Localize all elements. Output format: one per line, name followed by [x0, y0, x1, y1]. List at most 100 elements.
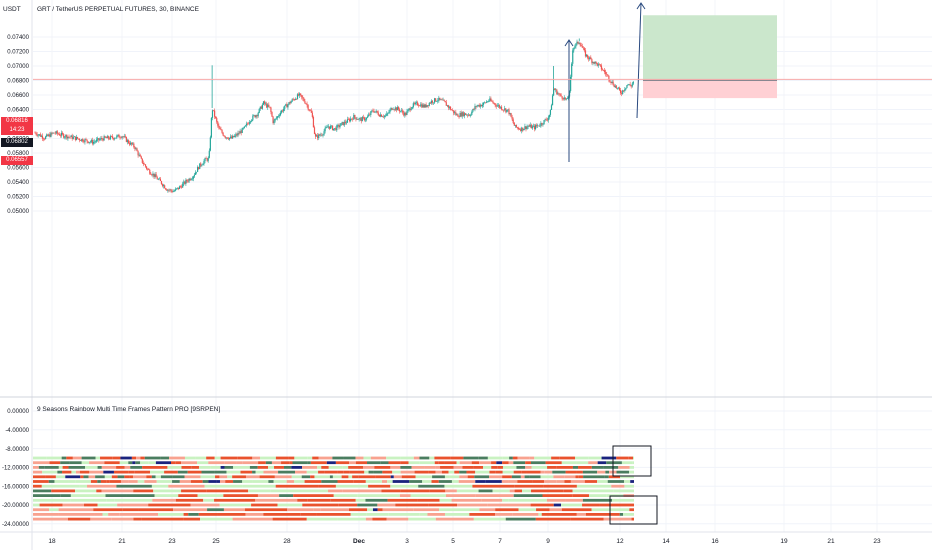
candle-body	[575, 43, 577, 47]
candle-body	[301, 95, 303, 98]
heatmap-cell	[84, 503, 98, 507]
heatmap-cell	[255, 470, 264, 474]
candle-body	[188, 178, 190, 182]
candle-body	[237, 132, 239, 136]
candle-body	[210, 117, 213, 138]
heatmap-cell	[438, 480, 452, 483]
candle-body	[567, 96, 570, 99]
heatmap-cell	[502, 475, 512, 479]
heatmap-cell	[393, 475, 402, 479]
heatmap-cell	[306, 517, 338, 521]
heatmap-cell	[576, 461, 589, 465]
heatmap-cell	[201, 470, 215, 474]
heatmap-cell	[119, 461, 129, 465]
heatmap-cell	[435, 466, 441, 469]
symbol-title[interactable]: GRT / TetherUS PERPETUAL FUTURES, 30, BI…	[37, 6, 200, 13]
heatmap-cell	[633, 456, 634, 460]
candle-body	[439, 97, 441, 100]
heatmap-cell	[216, 480, 220, 483]
highlight-box-lower[interactable]	[609, 495, 658, 525]
heatmap-cell	[513, 470, 522, 474]
candle-body	[526, 126, 528, 129]
candle-body	[198, 167, 200, 170]
candle-body	[135, 148, 137, 150]
price-tick-label: 0.05400	[7, 180, 29, 186]
candle-body	[208, 150, 210, 158]
time-tick-label: 16	[711, 538, 719, 545]
candle-body	[241, 128, 243, 133]
heatmap-cell	[80, 475, 84, 479]
heatmap-cell	[517, 456, 530, 460]
heatmap-cell	[321, 466, 329, 469]
candle-body	[555, 89, 557, 91]
candle-body	[51, 132, 53, 134]
candle-body	[149, 169, 151, 174]
candle-body	[337, 125, 339, 126]
time-tick-label: 28	[283, 538, 291, 545]
candle-body	[119, 137, 121, 139]
heatmap-cell	[89, 461, 105, 465]
heatmap-cell	[546, 498, 566, 502]
heatmap-cell	[485, 480, 502, 483]
time-tick-label: 14	[662, 538, 670, 545]
heatmap-cell	[556, 466, 573, 469]
candle-body	[554, 88, 556, 91]
candle-body	[327, 126, 329, 128]
heatmap-cell	[372, 508, 378, 512]
candle-body	[587, 54, 589, 58]
heatmap-cell	[495, 513, 513, 516]
candle-body	[318, 134, 320, 139]
heatmap-cell	[154, 494, 179, 497]
heatmap-cell	[611, 484, 625, 488]
candle-body	[274, 118, 276, 121]
candle-body	[530, 124, 532, 129]
candle-body	[411, 106, 413, 109]
candle-body	[154, 174, 156, 177]
candle-body	[387, 112, 389, 114]
candle-body	[108, 138, 110, 140]
heatmap-cell	[263, 470, 279, 474]
long-position-tool[interactable]	[643, 15, 777, 99]
candle-body	[353, 114, 355, 120]
heatmap-cell	[349, 470, 365, 474]
candle-body	[236, 134, 238, 136]
candle-body	[416, 102, 419, 106]
heatmap-cell	[620, 475, 634, 479]
heatmap-cell	[631, 517, 634, 521]
candle-body	[415, 102, 418, 103]
arrow-drawings[interactable]	[564, 2, 646, 162]
candle-body	[367, 116, 369, 118]
candle-body	[294, 98, 296, 100]
heatmap-cell	[348, 475, 353, 479]
candle-body	[42, 138, 45, 140]
heatmap-cell	[112, 456, 121, 460]
heatmap-cell	[268, 480, 274, 483]
candle-body	[524, 126, 526, 129]
candle-body	[47, 134, 49, 136]
candle-body	[382, 116, 385, 118]
candle-body	[106, 136, 108, 139]
highlight-box-upper[interactable]	[612, 445, 652, 477]
heatmap-cell	[624, 480, 631, 483]
candle-body	[84, 139, 86, 143]
heatmap-cell	[61, 456, 67, 460]
heatmap-cell	[526, 470, 541, 474]
heatmap-cell	[109, 480, 121, 483]
heatmap-cell	[207, 508, 224, 512]
stop-price-badge: 0.06557	[1, 156, 33, 165]
candle-body	[227, 138, 230, 140]
heatmap-cell	[101, 466, 117, 469]
candle-body	[475, 106, 477, 107]
heatmap-cell	[445, 494, 476, 497]
indicator-axis-ticks: 0.00000 -4.00000 -8.00000 -12.00000 -16.0000…	[2, 409, 30, 528]
candle-body	[317, 135, 319, 139]
indicator-title[interactable]: 9 Seasons Rainbow Multi Time Frames Patt…	[37, 406, 220, 413]
heatmap-cell	[62, 470, 72, 474]
candle-body	[90, 139, 92, 142]
rainbow-heatmap	[33, 456, 634, 521]
candle-body	[251, 119, 253, 122]
candle-body	[310, 110, 312, 113]
candle-body	[123, 136, 125, 137]
heatmap-cell	[126, 494, 155, 497]
heatmap-cell	[268, 466, 275, 469]
